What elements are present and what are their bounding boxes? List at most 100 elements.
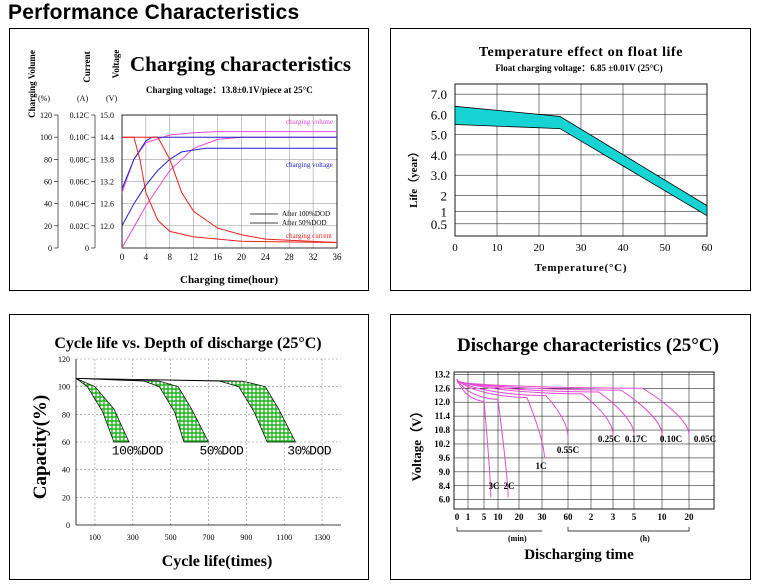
y-tick-label: 11.4 [435, 411, 451, 421]
discharge-grid: 13.212.612.011.410.810.29.69.08.46.00 1 5 1… [434, 369, 715, 532]
legend-50-dod: After 50%DOD [282, 219, 327, 227]
x-tick-label: 20 [515, 512, 525, 522]
y-tick-label: 60 [62, 438, 70, 447]
plot-frame [453, 371, 715, 510]
cycle-xlabel: Cycle life(times) [162, 553, 273, 570]
x-tick-label: 0 [120, 252, 125, 262]
x-tick-label: 3 [611, 512, 616, 522]
charging-grid: 0 4 8 12 16 20 24 28 32 36 15.0 14.4 13.8 13.2 12.6 12.… [40, 111, 342, 262]
discharge-curve-label: 0.17C [625, 434, 647, 444]
current-tick-label: 0.10C [70, 133, 89, 142]
voltage-axis-header: Voltage [111, 50, 121, 79]
x-tick-label: 30 [576, 242, 588, 254]
hour-unit: (h) [640, 534, 650, 543]
current-100dod-line [122, 136, 338, 243]
y-tick-label: 8.4 [439, 481, 451, 491]
y-tick-label: 7.0 [431, 87, 447, 102]
cycle-labels: Cycle life vs. Depth of discharge (25°C)… [30, 335, 322, 570]
y-tick-label: 13.2 [434, 369, 450, 379]
temperature-chart-panel: 0 10 20 30 40 50 60 7.0 6.0 5.0 4.0 3.0 2 1 0.5 Temper… [390, 28, 751, 291]
x-tick-label: 8 [168, 252, 173, 262]
x-tick-label: 700 [203, 533, 215, 542]
volume-tick-label: 60 [44, 178, 52, 187]
y-tick-label: 12.0 [434, 397, 450, 407]
x-tick-label: 1100 [276, 533, 292, 542]
dod-band-2 [75, 378, 297, 443]
y-tick-label: 10.8 [434, 425, 450, 435]
y-tick-label: 40 [62, 466, 70, 475]
dod-band-0 [75, 378, 130, 443]
y-tick-label: 10.2 [434, 439, 450, 449]
discharge-ylabel: Voltage（V） [409, 405, 424, 482]
y-tick-label: 4.0 [431, 148, 447, 163]
discharge-curve-label: 3C [489, 481, 500, 491]
y-tick-label: 9.6 [439, 453, 451, 463]
current-tick-label: 0 [85, 244, 89, 253]
current-tick-label: 0.08C [70, 155, 89, 164]
x-tick-label: 60 [702, 242, 714, 254]
y-tick-label: 2 [441, 188, 448, 203]
float-life-band [454, 105, 708, 217]
y-tick-label: 0 [66, 521, 70, 530]
current-tick-label: 0.06C [70, 178, 89, 187]
volume-unit: (%) [38, 94, 50, 103]
charging-series [121, 131, 338, 249]
current-tick-label: 0.02C [70, 222, 89, 231]
voltage-tick-label: 14.4 [100, 133, 114, 142]
voltage-tick-label: 13.2 [100, 178, 114, 187]
min-unit: (min) [508, 534, 527, 543]
current-50dod-line [122, 136, 338, 243]
discharge-curve-0.17C [456, 380, 635, 435]
voltage-tick-label: 15.0 [100, 111, 114, 120]
x-tick-label: 30 [538, 512, 548, 522]
cycle-grid: 100 300 500 700 900 1100 1300 120 100 80 60 40 20 0 [58, 355, 341, 542]
discharge-curve-0.10C [456, 381, 663, 435]
x-tick-label: 300 [127, 533, 139, 542]
x-tick-label: 0 [455, 512, 460, 522]
x-tick-label: 4 [144, 252, 149, 262]
x-tick-label: 20 [685, 512, 695, 522]
discharge-chart: 13.212.612.011.410.810.29.69.08.46.00 1 5 1… [409, 335, 719, 563]
y-tick-label: 100 [58, 383, 70, 392]
current-tick-label: 0.04C [70, 200, 89, 209]
discharge-curve-label: 0.55C [557, 445, 579, 455]
discharge-curve-0.55C [456, 379, 569, 438]
temperature-ylabel: Life（year） [407, 146, 420, 208]
x-tick-label: 900 [240, 533, 252, 542]
charging-labels: Charging characteristics Charging voltag… [27, 50, 351, 286]
x-tick-label: 24 [261, 252, 271, 262]
discharge-labels: Discharge characteristics (25°C) Dischar… [409, 335, 719, 563]
charging-current-label: charging current [286, 232, 332, 240]
discharge-curve-label: 1C [536, 461, 547, 471]
volume-tick-label: 80 [44, 155, 52, 164]
x-tick-label: 12 [189, 252, 198, 262]
volume-tick-label: 40 [44, 200, 52, 209]
discharge-curve-0.05C [456, 381, 690, 435]
temperature-grid: 0 10 20 30 40 50 60 7.0 6.0 5.0 4.0 3.0 2 10.5 [431, 83, 714, 254]
y-tick-label: 6.0 [431, 107, 447, 122]
discharge-chart-panel: 13.2 12.6 12.0 11.4 10.8 10.2 9.6 9.0 8.4 6.0 0 1 5 1… [390, 314, 751, 580]
cycle-chart-panel: 100 300 500 700 900 1100 1300 120 100 80 60 40 20 0 1… [9, 314, 369, 580]
charging-voltage-label: charging voltage [286, 161, 333, 169]
x-tick-label: 36 [333, 252, 343, 262]
y-tick-label: 20 [62, 493, 70, 502]
plot-frame [454, 83, 708, 237]
current-axis-header: Current [82, 51, 92, 82]
cycle-ylabel: Capacity(%) [30, 395, 51, 499]
discharge-curve-0.25C [456, 380, 614, 435]
volume-tick-label: 120 [40, 111, 52, 120]
volume-tick-label: 20 [44, 222, 52, 231]
temperature-labels: Temperature effect on float life Float c… [407, 45, 683, 274]
y-tick-label: 3.0 [431, 168, 447, 183]
x-tick-label: 10 [494, 512, 504, 522]
time-unit-brackets [456, 527, 690, 532]
discharge-curve-label: 0.25C [598, 434, 620, 444]
voltage-tick-label: 13.8 [100, 155, 114, 164]
x-tick-label: 20 [237, 252, 247, 262]
y-tick-label: 6.0 [439, 495, 451, 505]
x-tick-label: 2 [589, 512, 594, 522]
charging-chart: 0 4 8 12 16 20 24 28 32 36 15.0 14.4 13.8 13.2 12.6 12.… [27, 50, 351, 286]
temperature-band [454, 105, 708, 217]
x-tick-label: 50 [660, 242, 672, 254]
dod-band-label: 30%DOD [287, 443, 332, 458]
